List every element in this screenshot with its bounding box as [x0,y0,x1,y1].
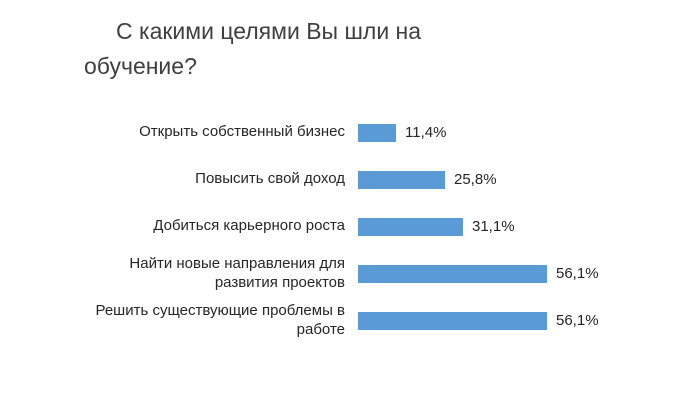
bar-row: Открыть собственный бизнес 11,4% [0,109,700,156]
bar-area: 56,1% [358,311,700,330]
bar [358,264,547,283]
value-label: 31,1% [472,218,515,235]
category-label: Открыть собственный бизнес [139,123,345,141]
bar-row: Повысить свой доход 25,8% [0,156,700,203]
category-label: Найти новые направления для развития про… [129,254,345,291]
bar-chart: Открыть собственный бизнес 11,4% Повысит… [0,109,700,344]
value-label: 25,8% [454,171,497,188]
bar-row: Решить существующие проблемы в работе 56… [0,297,700,344]
bar [358,217,463,236]
category-label: Добиться карьерного роста [153,217,345,235]
bar-row: Добиться карьерного роста 31,1% [0,203,700,250]
category-label: Повысить свой доход [195,170,345,188]
bar [358,123,396,142]
category-label: Решить существующие проблемы в работе [95,301,345,338]
value-label: 56,1% [556,265,599,282]
bar-area: 11,4% [358,123,700,142]
bar-area: 25,8% [358,170,700,189]
chart-title: С какими целями Вы шли на обучение? [84,18,422,79]
bar-area: 31,1% [358,217,700,236]
value-label: 11,4% [405,124,447,141]
bar-area: 56,1% [358,264,700,283]
bar [358,311,547,330]
bar-row: Найти новые направления для развития про… [0,250,700,297]
value-label: 56,1% [556,312,599,329]
bar [358,170,445,189]
